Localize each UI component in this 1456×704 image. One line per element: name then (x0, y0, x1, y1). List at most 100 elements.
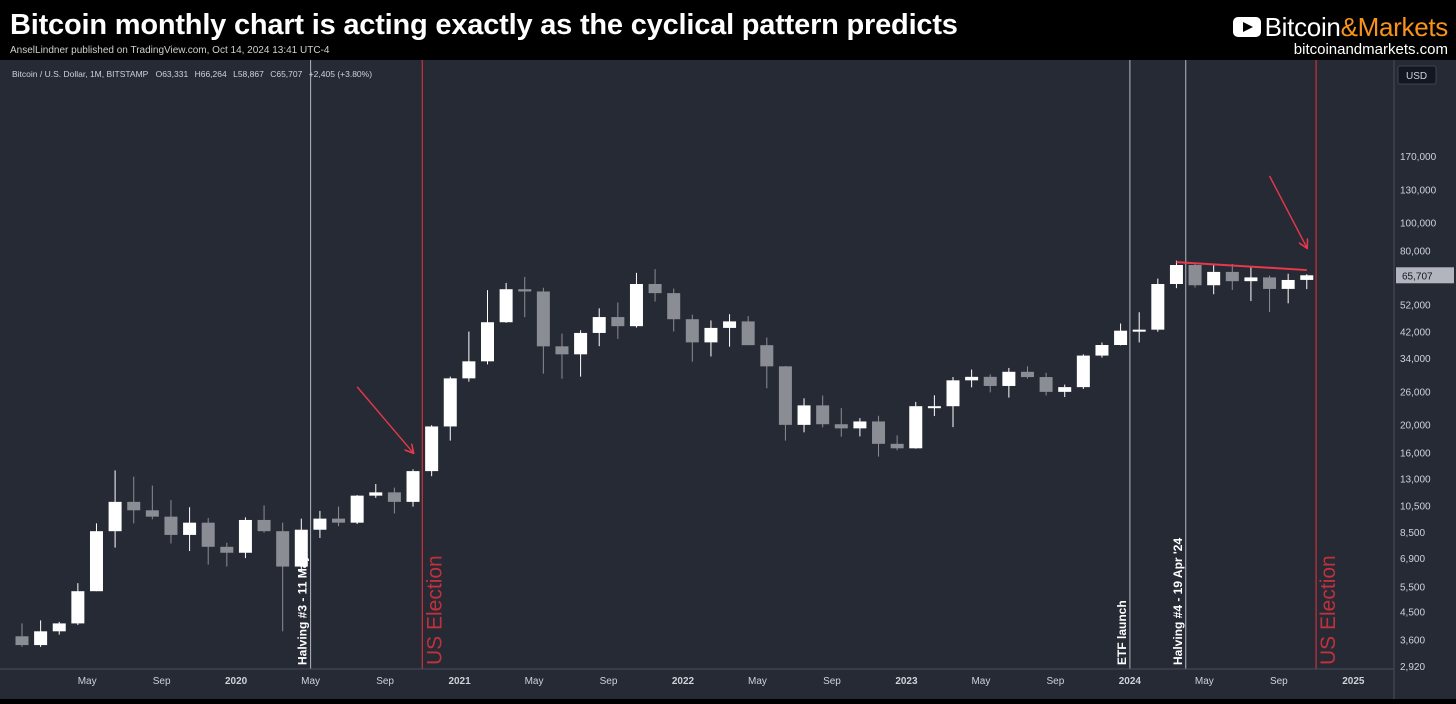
candle-2023-02 (927, 395, 941, 417)
candle-2020-08 (369, 484, 383, 498)
candle-2023-08 (1039, 372, 1053, 396)
candle-2020-10 (406, 469, 420, 507)
candle-2022-09 (834, 408, 848, 437)
candle-body (108, 501, 122, 532)
candlestick-chart[interactable]: Halving #3 - 11 May 20 US Election ETF lau… (0, 60, 1456, 699)
candle-body (1188, 265, 1202, 286)
candle-body (555, 346, 569, 355)
candle-body (1039, 377, 1053, 392)
candle-2019-03 (52, 621, 66, 635)
candle-body (592, 317, 606, 333)
candle-body (685, 319, 699, 343)
candle-2022-12 (890, 435, 904, 451)
chart-area[interactable]: Halving #3 - 11 May 20 US Election ETF lau… (0, 60, 1456, 699)
candle-body (1300, 275, 1314, 280)
y-tick-label: 42,000 (1400, 327, 1431, 338)
candle-2021-01 (462, 331, 476, 382)
candle-body (387, 492, 401, 502)
candle-body (481, 322, 494, 362)
candle-body (257, 519, 271, 532)
candle-body (1281, 279, 1295, 289)
y-tick-label: 10,500 (1400, 501, 1431, 512)
candle-body (629, 283, 643, 327)
candle-2022-01 (685, 314, 699, 362)
candle-body (89, 531, 103, 592)
candle-2023-04 (965, 369, 979, 388)
y-tick-label: 52,000 (1400, 301, 1431, 312)
annotation-arrow-0 (356, 386, 413, 453)
candle-body (462, 361, 476, 379)
candle-body (965, 376, 979, 381)
candle-2022-04 (741, 316, 755, 346)
candle-2022-02 (704, 320, 718, 357)
candle-2022-06 (778, 365, 792, 441)
candle-2019-08 (145, 485, 159, 520)
symbol-info: Bitcoin / U.S. Dollar, 1M, BITSTAMP O63,… (12, 69, 372, 79)
brand-logo[interactable]: Bitcoin&Markets (1232, 12, 1448, 42)
candle-body (760, 345, 774, 367)
candle-2023-01 (909, 401, 923, 449)
x-tick-label: May (748, 676, 767, 687)
event-label-election: US Election (423, 555, 446, 665)
candle-2022-10 (853, 418, 867, 437)
candle-2022-11 (872, 415, 886, 457)
candle-2023-05 (983, 374, 997, 393)
y-tick-label: 80,000 (1400, 247, 1431, 258)
candle-body (1132, 329, 1146, 332)
candle-2023-07 (1020, 366, 1034, 379)
candle-body (332, 518, 346, 523)
candle-2019-02 (34, 620, 48, 647)
candle-2019-01 (15, 623, 29, 647)
brand-url[interactable]: bitcoinandmarkets.com (1293, 41, 1448, 58)
currency-label: USD (1406, 71, 1427, 82)
candle-body (1002, 371, 1016, 386)
candle-body (183, 522, 197, 535)
x-tick-label: 2025 (1342, 676, 1365, 687)
candle-2024-01 (1132, 312, 1146, 343)
x-tick-label: Sep (600, 676, 618, 687)
candle-body (723, 321, 737, 328)
candle-body (220, 546, 234, 553)
candle-body (927, 406, 941, 409)
candle-2023-12 (1114, 323, 1128, 346)
y-tick-label: 130,000 (1400, 186, 1437, 197)
candle-2021-02 (481, 290, 494, 365)
candle-2024-07 (1244, 267, 1258, 302)
play-button-icon (1232, 17, 1261, 37)
candle-body (1058, 387, 1072, 392)
candle-2022-07 (797, 398, 811, 433)
candle-body (648, 283, 662, 294)
y-tick-label: 6,900 (1400, 554, 1425, 565)
candle-body (1076, 355, 1090, 388)
candle-2020-09 (387, 487, 401, 514)
price-axis-panel (1394, 60, 1456, 699)
candle-body (499, 289, 513, 323)
event-label-election: US Election (1317, 555, 1340, 665)
candle-2024-09 (1281, 273, 1295, 304)
chart-title: Bitcoin monthly chart is acting exactly … (10, 9, 958, 41)
x-tick-label: May (301, 676, 320, 687)
candle-2019-06 (108, 470, 122, 548)
candle-2019-07 (127, 476, 141, 524)
candle-body (518, 289, 532, 292)
x-tick-label: Sep (823, 676, 841, 687)
last-price-badge (1396, 267, 1454, 284)
candle-2021-12 (667, 288, 681, 332)
candle-2024-02 (1151, 278, 1165, 332)
y-tick-label: 5,500 (1400, 583, 1425, 594)
candle-body (1114, 330, 1128, 345)
candle-2023-06 (1002, 367, 1016, 398)
candle-body (145, 510, 159, 517)
y-tick-label: 2,920 (1400, 662, 1425, 673)
header-bar: Bitcoin monthly chart is acting exactly … (0, 0, 1456, 60)
candle-body (1169, 265, 1183, 284)
y-tick-label: 26,000 (1400, 388, 1431, 399)
candle-2023-10 (1076, 354, 1090, 389)
candle-body (816, 405, 830, 425)
event-label-halving: Halving #3 - 11 May 20 (296, 538, 310, 665)
candle-body (909, 406, 923, 449)
x-tick-label: 2020 (225, 676, 248, 687)
x-tick-label: Sep (376, 676, 394, 687)
last-price-label: 65,707 (1402, 271, 1433, 282)
candle-2019-05 (89, 523, 103, 592)
